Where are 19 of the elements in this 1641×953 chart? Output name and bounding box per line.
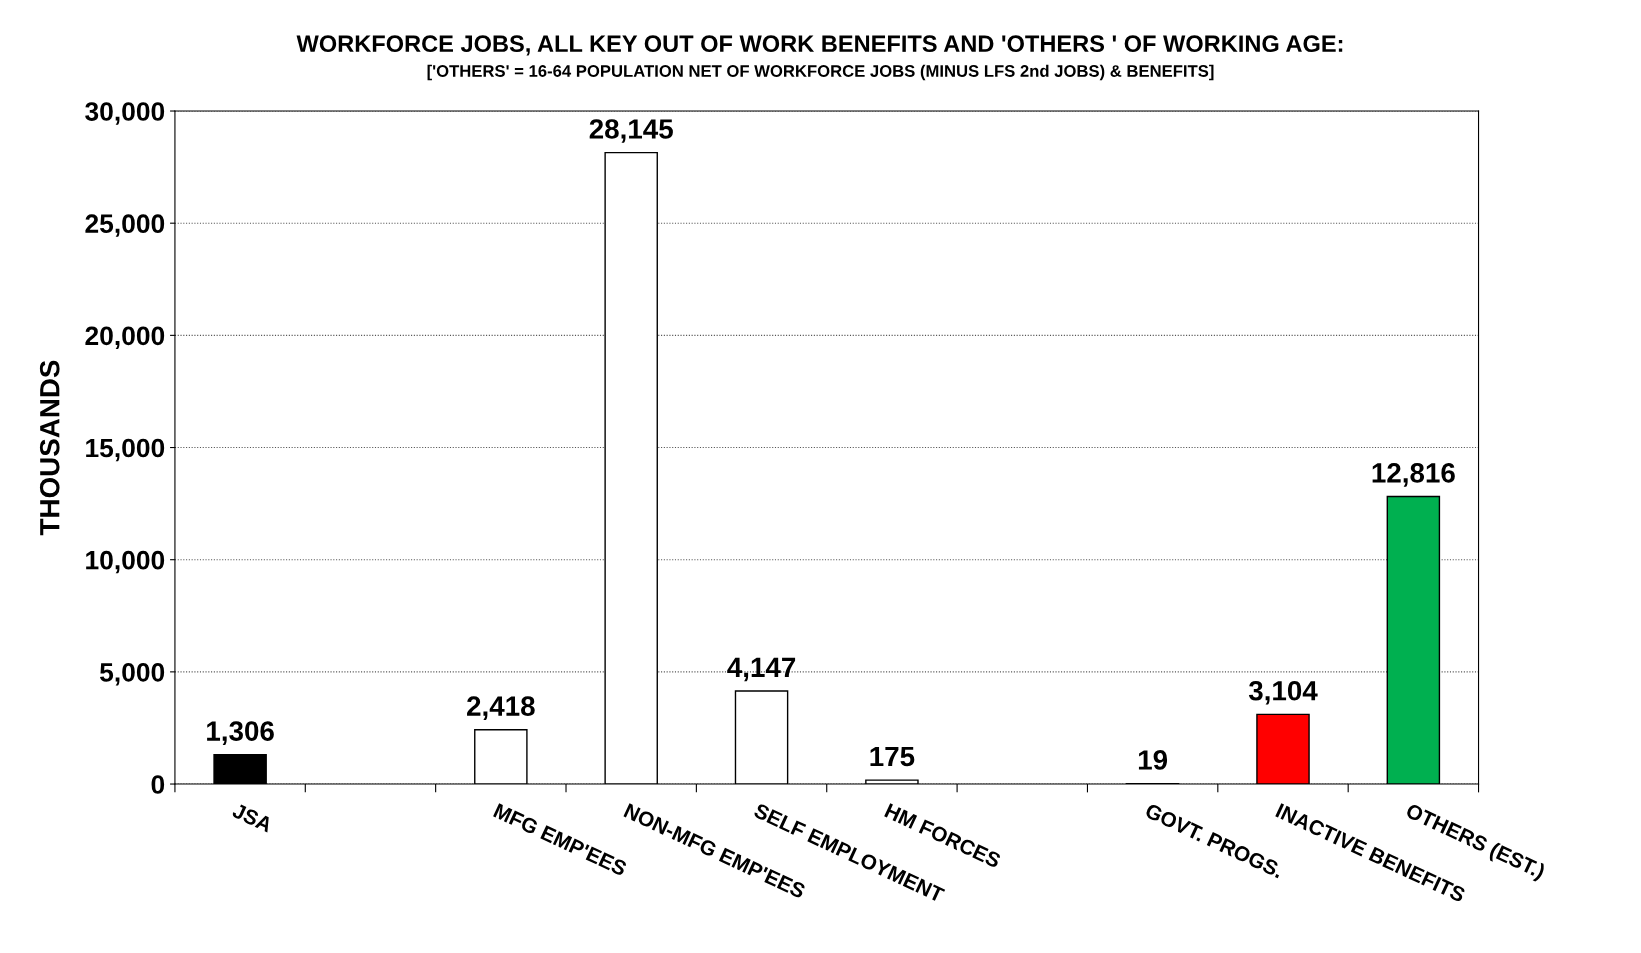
- data-label: 12,816: [1372, 463, 1455, 487]
- data-label: 3,104: [1248, 680, 1318, 705]
- data-label: 2,418: [467, 696, 535, 720]
- data-label: 4,147: [727, 657, 796, 682]
- chart-subtitle: ['OTHERS' = 16-64 POPULATION NET OF WORKFORCE JOBS (MINUS LFS 2nd JOBS) & BENEFITS]: [427, 64, 1214, 81]
- y-axis-title: THOUSANDS: [39, 360, 60, 536]
- chart-title: WORKFORCE JOBS, ALL KEY OUT OF WORK BENEFITS AND 'OTHERS ' OF WORKING AGE:: [296, 35, 1343, 56]
- y-tick-label: 20,000: [85, 326, 165, 350]
- y-tick-label: 30,000: [85, 102, 165, 125]
- x-tick-label: JSA: [231, 802, 274, 833]
- y-tick-label: 0: [151, 775, 165, 794]
- y-tick-label: 5,000: [99, 663, 165, 686]
- data-label: 175: [870, 746, 915, 767]
- data-label: 19: [1138, 750, 1168, 770]
- y-tick-label: 10,000: [86, 550, 165, 574]
- data-label: 1,306: [207, 721, 274, 745]
- data-label: 28,145: [589, 119, 673, 143]
- y-tick-label: 25,000: [85, 214, 165, 237]
- y-tick-label: 15,000: [86, 438, 165, 462]
